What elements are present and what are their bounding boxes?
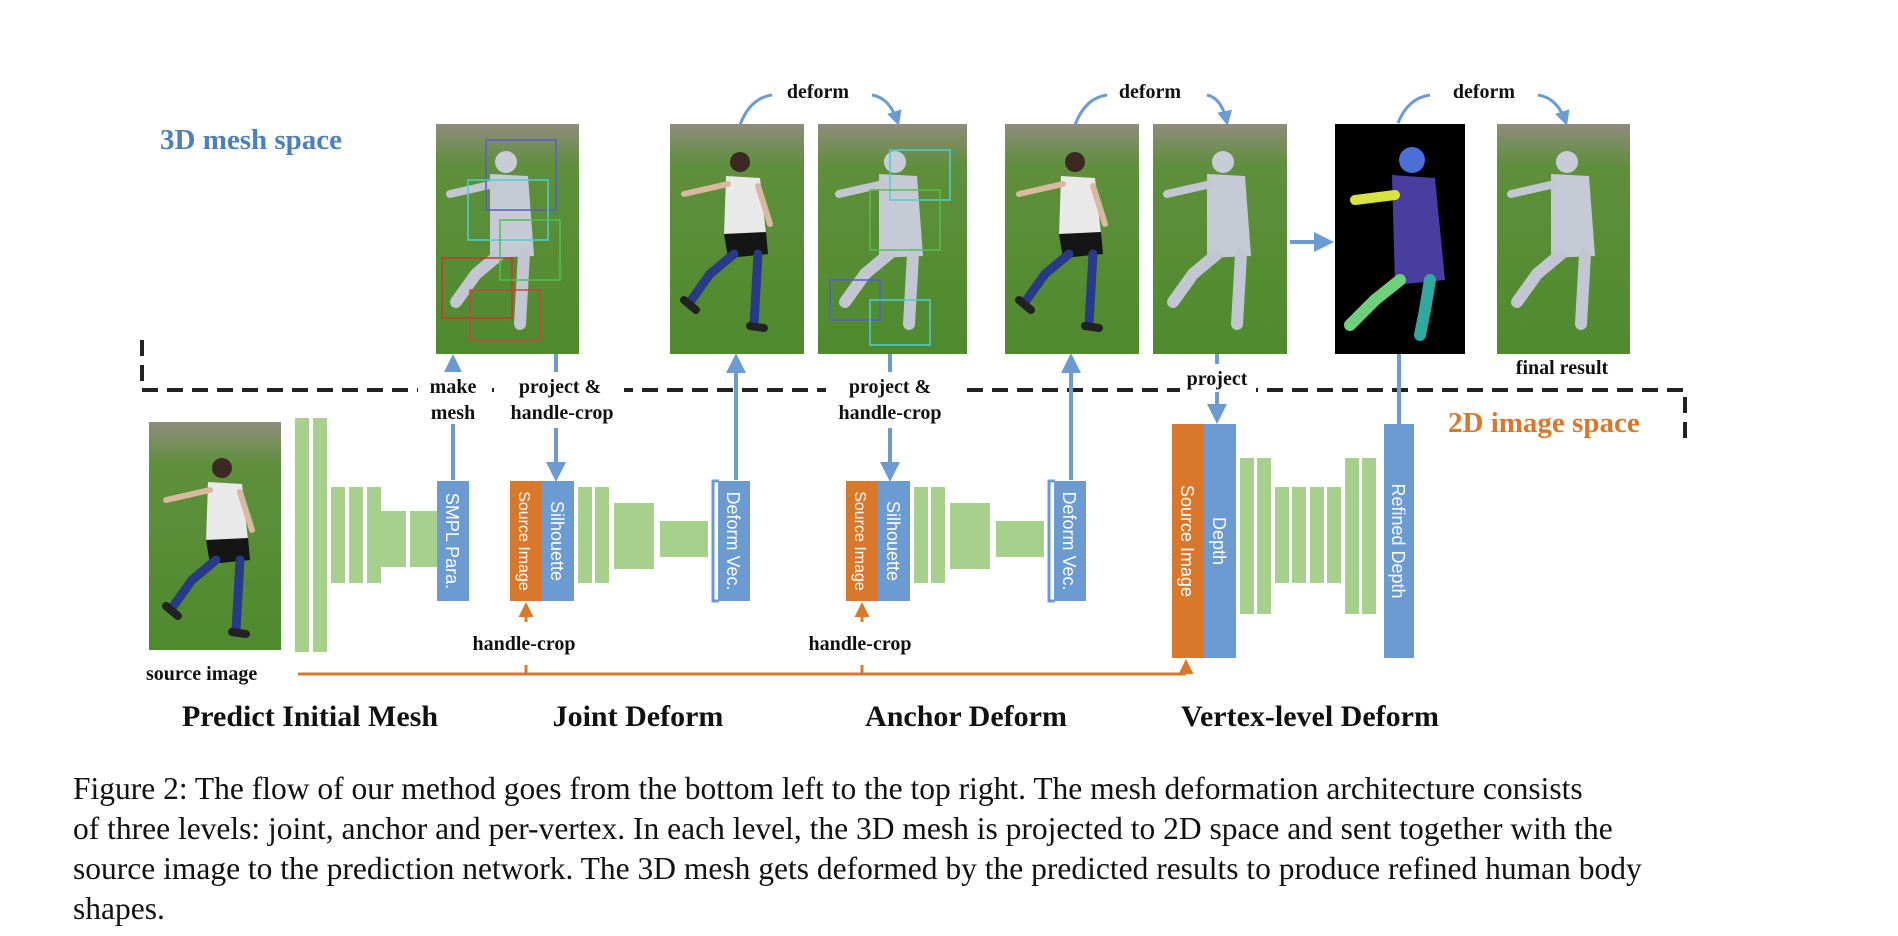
- refined-depth-block: [1384, 424, 1414, 658]
- encoder-network-3: [914, 487, 1044, 583]
- anchor-deform-input-image: [1005, 124, 1139, 354]
- caption-line-1: Figure 2: The flow of our method goes fr…: [73, 771, 1583, 806]
- project-label-3: project: [1187, 368, 1248, 390]
- make-mesh-label-1: make: [430, 376, 477, 398]
- project-crop-label-2a: project &: [849, 376, 931, 398]
- final-result-label: final result: [1516, 357, 1609, 379]
- deform-label-1: deform: [787, 81, 850, 103]
- caption-line-4: shapes.: [73, 891, 165, 926]
- depth-block: [1204, 424, 1236, 658]
- figure-caption: Figure 2: The flow of our method goes fr…: [73, 769, 1733, 929]
- unet-network: [1240, 458, 1376, 614]
- refined-depth-block-text: Refined Depth: [1388, 483, 1408, 598]
- smpl-params-block: SMPL Para.: [437, 481, 469, 601]
- caption-line-3: source image to the prediction network. …: [73, 851, 1642, 886]
- source-image-label: source image: [146, 663, 257, 685]
- project-crop-label-1a: project &: [519, 376, 601, 398]
- deform-vec-bracket-2: [1047, 479, 1055, 603]
- initial-mesh-overlay-image: [436, 124, 579, 354]
- deform-arc-1: [738, 93, 773, 126]
- encoder-network-2: [578, 487, 708, 583]
- project-crop-label-1b: handle-crop: [511, 402, 614, 424]
- source-image-block-2-text: Source Image: [851, 491, 868, 591]
- source-image-block-3-text: Source Image: [1177, 485, 1197, 597]
- make-mesh-label-bg: [418, 372, 488, 424]
- stage-predict-initial-mesh: Predict Initial Mesh: [182, 700, 438, 733]
- stage-joint-deform: Joint Deform: [553, 700, 724, 733]
- deform-label-2: deform: [1119, 81, 1182, 103]
- depth-block-text: Depth: [1209, 517, 1229, 565]
- silhouette-block-2-text: Silhouette: [883, 501, 903, 581]
- method-flow-diagram: 3D mesh space 2D image space: [140, 81, 1687, 733]
- source-image-block-1: [510, 481, 542, 601]
- deform-arc-2: [1073, 93, 1108, 126]
- deform-arc-3: [1396, 93, 1431, 124]
- handle-crop-label-1: handle-crop: [473, 633, 576, 655]
- anchor-deform-mesh-image: [1153, 124, 1287, 354]
- joint-deform-mesh-image: [818, 124, 967, 354]
- silhouette-block-1: [542, 481, 574, 601]
- silhouette-block-1-text: Silhouette: [547, 501, 567, 581]
- mesh-space-label: 3D mesh space: [160, 124, 342, 156]
- deform-vec-block-2: [1054, 481, 1086, 601]
- source-image-block-2: [846, 481, 878, 601]
- joint-deform-input-image: [670, 124, 804, 354]
- project-label-bg-1: [494, 372, 624, 428]
- project-label-bg-2: [826, 372, 958, 428]
- source-image-block-3: [1172, 424, 1204, 658]
- project-label-bg-3: [1180, 364, 1256, 392]
- deform-arc-3b: [1537, 93, 1570, 126]
- stage-vertex-level-deform: Vertex-level Deform: [1181, 700, 1439, 733]
- handle-crop-label-2: handle-crop: [809, 633, 912, 655]
- stage-anchor-deform: Anchor Deform: [865, 700, 1067, 733]
- project-crop-label-2b: handle-crop: [839, 402, 942, 424]
- smpl-params-text: SMPL Para.: [442, 493, 462, 589]
- deform-label-3: deform: [1453, 81, 1516, 103]
- deform-vec-block-2-text: Deform Vec.: [1059, 491, 1079, 590]
- source-image-photo: [149, 422, 281, 650]
- caption-line-2: of three levels: joint, anchor and per-v…: [73, 811, 1613, 846]
- source-image-block-1-text: Source Image: [515, 491, 532, 591]
- make-mesh-label-2: mesh: [431, 402, 475, 424]
- deform-vec-bracket-1: [711, 479, 719, 603]
- encoder-network-1: [295, 418, 438, 652]
- deform-arc-1b: [871, 93, 902, 126]
- final-result-image: [1497, 124, 1630, 354]
- space-separator-line: [140, 340, 1687, 440]
- depth-map-image: [1335, 124, 1465, 354]
- deform-vec-block-1-text: Deform Vec.: [723, 491, 743, 590]
- image-space-label: 2D image space: [1448, 407, 1640, 439]
- deform-vec-block-1: [718, 481, 750, 601]
- deform-arc-2b: [1206, 93, 1232, 126]
- silhouette-block-2: [878, 481, 910, 601]
